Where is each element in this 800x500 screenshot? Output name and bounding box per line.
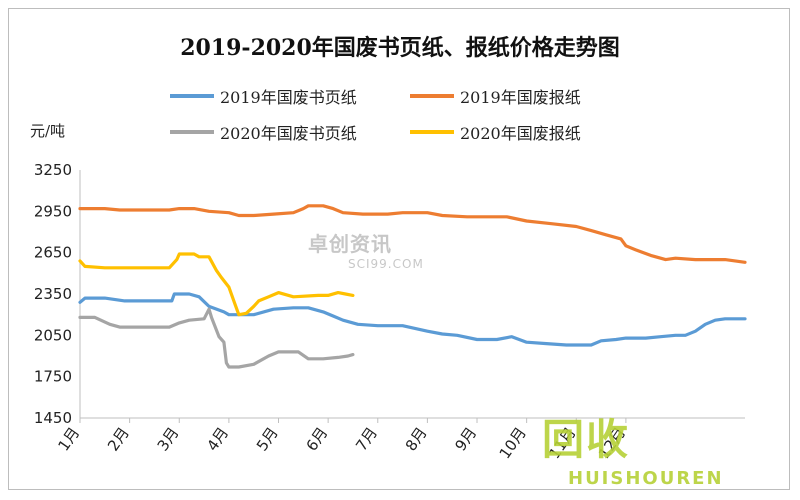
legend-swatch-2020-book [170,130,214,134]
chart-legend: 2019年国废书页纸 2019年国废报纸 2020年国废书页纸 2020年国废报… [170,84,650,144]
x-tick-label: 1月 [54,424,83,454]
x-tick-label: 8月 [402,424,431,454]
series-line-2 [78,307,355,369]
y-tick-label: 2050 [34,326,72,344]
legend-swatch-2020-news [410,130,454,134]
y-tick-label: 3250 [34,161,72,179]
y-axis-unit: 元/吨 [30,122,66,140]
x-tick-label: 9月 [451,424,480,454]
legend-label: 2019年国废书页纸 [220,88,357,107]
series-line-1 [78,204,747,264]
x-tick-label: 7月 [352,424,381,454]
x-tick-label: 2月 [104,424,133,454]
legend-item-2019-book: 2019年国废书页纸 [170,84,410,108]
logo-sub-text: HUISHOUREN [568,468,724,489]
watermark: 卓创资讯 SCI99.COM [308,228,424,271]
x-tick-label: 4月 [203,424,232,454]
y-tick-label: 2650 [34,244,72,262]
watermark-sub: SCI99.COM [348,257,424,271]
legend-label: 2019年国废报纸 [460,88,581,107]
y-tick-label: 1750 [34,368,72,386]
x-tick-label: 6月 [303,424,332,454]
y-tick-label: 2950 [34,202,72,220]
y-tick-label: 2350 [34,285,72,303]
x-tick-label: 3月 [154,424,183,454]
legend-swatch-2019-book [170,94,214,98]
legend-item-2020-book: 2020年国废书页纸 [170,120,410,144]
chart-title: 2019-2020年国废书页纸、报纸价格走势图 [180,35,620,61]
y-tick-label: 1450 [34,409,72,427]
legend-label: 2020年国废报纸 [460,124,581,143]
logo-main-text: 回收 [542,415,631,464]
legend-swatch-2019-news [410,94,454,98]
legend-label: 2020年国废书页纸 [220,124,357,143]
site-logo: 回收 HUISHOUREN [540,398,770,493]
x-tick-label: 5月 [253,424,282,454]
legend-item-2020-news: 2020年国废报纸 [410,120,650,144]
watermark-text: 卓创资讯 [308,232,392,256]
series-line-0 [78,292,747,347]
legend-item-2019-news: 2019年国废报纸 [410,84,650,108]
chart-frame [8,8,790,490]
x-tick-label: 10月 [496,424,530,462]
series-line-3 [78,252,355,317]
